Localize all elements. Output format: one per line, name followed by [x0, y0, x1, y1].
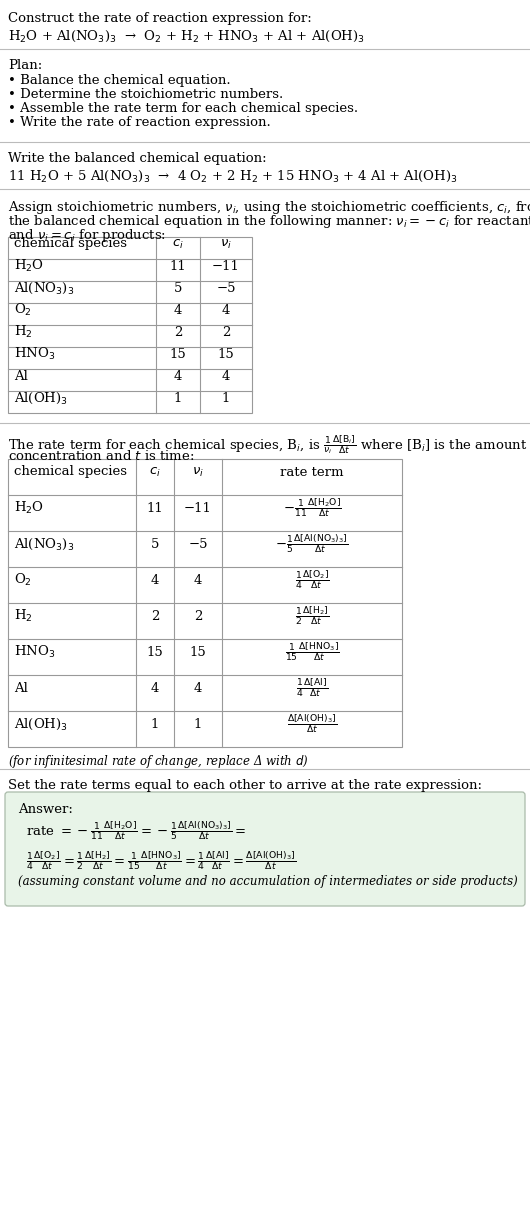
Text: Assign stoichiometric numbers, $\nu_i$, using the stoichiometric coefficients, $: Assign stoichiometric numbers, $\nu_i$, …: [8, 199, 530, 216]
Text: rate $= -\frac{1}{11}\frac{\Delta[\mathrm{H_2O}]}{\Delta t} = -\frac{1}{5}\frac{: rate $= -\frac{1}{11}\frac{\Delta[\mathr…: [26, 819, 246, 842]
Text: 1: 1: [194, 718, 202, 731]
Text: 11: 11: [170, 260, 187, 273]
Text: 4: 4: [194, 574, 202, 587]
Text: 4: 4: [151, 574, 159, 587]
Bar: [8, 459, 402, 747]
Text: 2: 2: [174, 325, 182, 338]
Text: 5: 5: [174, 281, 182, 295]
Text: HNO$_3$: HNO$_3$: [14, 644, 55, 660]
Text: −11: −11: [184, 501, 212, 515]
Text: 2: 2: [151, 610, 159, 622]
Text: the balanced chemical equation in the following manner: $\nu_i = -c_i$ for react: the balanced chemical equation in the fo…: [8, 213, 530, 230]
Text: $\frac{1}{15}\frac{\Delta[\mathrm{HNO_3}]}{\Delta t}$: $\frac{1}{15}\frac{\Delta[\mathrm{HNO_3}…: [285, 640, 339, 663]
Text: 11: 11: [147, 501, 163, 515]
Text: HNO$_3$: HNO$_3$: [14, 345, 55, 362]
Text: (assuming constant volume and no accumulation of intermediates or side products): (assuming constant volume and no accumul…: [18, 875, 518, 888]
Text: Al(OH)$_3$: Al(OH)$_3$: [14, 390, 68, 406]
Text: 4: 4: [174, 370, 182, 383]
Text: $\nu_i$: $\nu_i$: [192, 465, 204, 478]
Text: Construct the rate of reaction expression for:: Construct the rate of reaction expressio…: [8, 12, 312, 25]
Text: concentration and $t$ is time:: concentration and $t$ is time:: [8, 449, 195, 463]
FancyBboxPatch shape: [5, 792, 525, 906]
Text: $\frac{1}{2}\frac{\Delta[\mathrm{H_2}]}{\Delta t}$: $\frac{1}{2}\frac{\Delta[\mathrm{H_2}]}{…: [295, 604, 329, 627]
Text: H$_2$O: H$_2$O: [14, 500, 44, 516]
Text: Al(NO$_3$)$_3$: Al(NO$_3$)$_3$: [14, 280, 74, 296]
Text: $c_i$: $c_i$: [149, 465, 161, 478]
Text: $\frac{1}{4}\frac{\Delta[\mathrm{O_2}]}{\Delta t}$: $\frac{1}{4}\frac{\Delta[\mathrm{O_2}]}{…: [295, 569, 330, 592]
Text: • Balance the chemical equation.: • Balance the chemical equation.: [8, 74, 231, 87]
Text: 4: 4: [174, 303, 182, 316]
Text: 15: 15: [170, 348, 187, 360]
Text: (for infinitesimal rate of change, replace Δ with $d$): (for infinitesimal rate of change, repla…: [8, 753, 309, 769]
Text: chemical species: chemical species: [14, 238, 127, 250]
Text: 1: 1: [174, 391, 182, 405]
Text: 2: 2: [194, 610, 202, 622]
Text: 15: 15: [218, 348, 234, 360]
Text: $\nu_i$: $\nu_i$: [220, 238, 232, 250]
Text: and $\nu_i = c_i$ for products:: and $\nu_i = c_i$ for products:: [8, 227, 166, 244]
Text: • Determine the stoichiometric numbers.: • Determine the stoichiometric numbers.: [8, 88, 283, 101]
Text: 15: 15: [147, 645, 163, 658]
Text: rate term: rate term: [280, 465, 344, 478]
Text: Answer:: Answer:: [18, 803, 73, 815]
Text: 5: 5: [151, 538, 159, 551]
Text: H$_2$O + Al(NO$_3$)$_3$  →  O$_2$ + H$_2$ + HNO$_3$ + Al + Al(OH)$_3$: H$_2$O + Al(NO$_3$)$_3$ → O$_2$ + H$_2$ …: [8, 29, 365, 45]
Text: 2: 2: [222, 325, 230, 338]
Text: −11: −11: [212, 260, 240, 273]
Text: Set the rate terms equal to each other to arrive at the rate expression:: Set the rate terms equal to each other t…: [8, 779, 482, 792]
Text: Write the balanced chemical equation:: Write the balanced chemical equation:: [8, 152, 267, 165]
Text: Al: Al: [14, 681, 28, 695]
Text: Al: Al: [14, 370, 28, 383]
Text: 4: 4: [222, 370, 230, 383]
Text: 1: 1: [222, 391, 230, 405]
Text: chemical species: chemical species: [14, 465, 127, 478]
Text: Al(OH)$_3$: Al(OH)$_3$: [14, 716, 68, 732]
Text: Plan:: Plan:: [8, 59, 42, 72]
Bar: [8, 237, 252, 413]
Text: O$_2$: O$_2$: [14, 571, 32, 588]
Text: H$_2$: H$_2$: [14, 324, 32, 339]
Text: $c_i$: $c_i$: [172, 238, 184, 250]
Text: The rate term for each chemical species, B$_i$, is $\frac{1}{\nu_i}\frac{\Delta[: The rate term for each chemical species,…: [8, 432, 527, 455]
Text: 4: 4: [222, 303, 230, 316]
Text: • Write the rate of reaction expression.: • Write the rate of reaction expression.: [8, 116, 271, 129]
Text: −5: −5: [216, 281, 236, 295]
Text: H$_2$: H$_2$: [14, 608, 32, 625]
Text: 11 H$_2$O + 5 Al(NO$_3$)$_3$  →  4 O$_2$ + 2 H$_2$ + 15 HNO$_3$ + 4 Al + Al(OH)$: 11 H$_2$O + 5 Al(NO$_3$)$_3$ → 4 O$_2$ +…: [8, 169, 457, 184]
Text: $\frac{1}{4}\frac{\Delta[\mathrm{Al}]}{\Delta t}$: $\frac{1}{4}\frac{\Delta[\mathrm{Al}]}{\…: [296, 676, 328, 699]
Text: 1: 1: [151, 718, 159, 731]
Text: 15: 15: [190, 645, 206, 658]
Text: 4: 4: [151, 681, 159, 695]
Text: −5: −5: [188, 538, 208, 551]
Text: 4: 4: [194, 681, 202, 695]
Text: H$_2$O: H$_2$O: [14, 259, 44, 274]
Text: $-\frac{1}{5}\frac{\Delta[\mathrm{Al(NO_3)_3}]}{\Delta t}$: $-\frac{1}{5}\frac{\Delta[\mathrm{Al(NO_…: [275, 533, 349, 556]
Text: Al(NO$_3$)$_3$: Al(NO$_3$)$_3$: [14, 536, 74, 552]
Text: $-\frac{1}{11}\frac{\Delta[\mathrm{H_2O}]}{\Delta t}$: $-\frac{1}{11}\frac{\Delta[\mathrm{H_2O}…: [282, 496, 341, 519]
Text: $\frac{\Delta[\mathrm{Al(OH)_3}]}{\Delta t}$: $\frac{\Delta[\mathrm{Al(OH)_3}]}{\Delta…: [287, 713, 337, 736]
Text: O$_2$: O$_2$: [14, 302, 32, 318]
Text: • Assemble the rate term for each chemical species.: • Assemble the rate term for each chemic…: [8, 101, 358, 115]
Text: $\frac{1}{4}\frac{\Delta[\mathrm{O_2}]}{\Delta t} = \frac{1}{2}\frac{\Delta[\mat: $\frac{1}{4}\frac{\Delta[\mathrm{O_2}]}{…: [26, 849, 296, 872]
